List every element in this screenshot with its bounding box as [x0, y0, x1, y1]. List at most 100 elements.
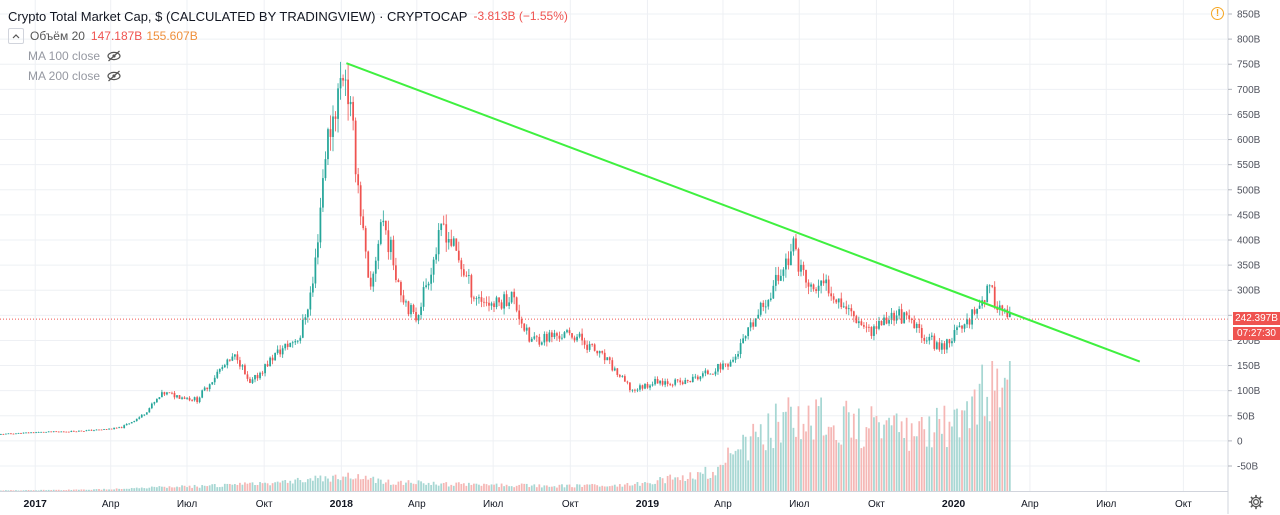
chevron-up-icon[interactable] — [8, 28, 24, 44]
volume-bar — [38, 490, 40, 491]
volume-bar — [767, 413, 769, 491]
volume-bar — [513, 487, 515, 491]
volume-bar — [647, 483, 649, 491]
ma200-label[interactable]: MA 200 close — [28, 69, 100, 83]
ma100-label[interactable]: MA 100 close — [28, 49, 100, 63]
volume-bar — [257, 485, 259, 491]
volume-bar — [289, 481, 291, 491]
volume-bar — [234, 484, 236, 491]
volume-bar — [126, 489, 128, 491]
candle-body — [866, 327, 868, 328]
candle-body — [38, 432, 40, 433]
volume-bar — [979, 384, 981, 491]
candle-body — [463, 269, 465, 275]
candle-body — [244, 365, 246, 374]
candle-body — [921, 328, 923, 338]
symbol-title[interactable]: Crypto Total Market Cap, $ (CALCULATED B… — [8, 9, 467, 24]
candle-body — [795, 238, 797, 249]
volume-bar — [413, 484, 415, 491]
gear-icon[interactable] — [1248, 494, 1264, 510]
candle-body — [964, 324, 966, 328]
candle-body — [775, 275, 777, 286]
candle-body — [287, 344, 289, 347]
volume-bar — [471, 485, 473, 491]
candle-body — [576, 337, 578, 341]
candle-body — [123, 425, 125, 428]
candle-body — [493, 303, 495, 307]
volume-bar — [287, 483, 289, 491]
x-tick-label: 2020 — [942, 498, 966, 510]
volume-bar — [282, 481, 284, 491]
volume-bar — [694, 479, 696, 491]
candle-body — [471, 275, 473, 297]
candle-body — [506, 294, 508, 306]
volume-bar — [186, 487, 188, 491]
candle-body — [282, 348, 284, 354]
candle-body — [664, 381, 666, 384]
candle-body — [438, 230, 440, 254]
eye-crossed-icon[interactable] — [106, 50, 122, 62]
volume-bar — [873, 417, 875, 491]
candle-body — [252, 379, 254, 383]
candle-body — [933, 336, 935, 349]
volume-bar — [201, 485, 203, 491]
candle-body — [883, 318, 885, 326]
eye-crossed-icon[interactable] — [106, 70, 122, 82]
candle-body — [159, 397, 161, 399]
volume-bar — [503, 486, 505, 491]
volume-bar — [350, 478, 352, 491]
candle-body — [818, 286, 820, 291]
candle-body — [274, 353, 276, 360]
volume-bar — [712, 472, 714, 491]
volume-bar — [752, 424, 754, 491]
candle-body — [820, 281, 822, 286]
candle-body — [214, 378, 216, 382]
volume-bar — [53, 490, 55, 491]
volume-bar — [327, 479, 329, 491]
volume-bar — [933, 432, 935, 491]
candle-body — [352, 102, 354, 121]
volume-bar — [853, 414, 855, 491]
volume-bar — [876, 416, 878, 491]
volume-bar — [891, 425, 893, 491]
volume-bar — [309, 478, 311, 491]
volume-bar — [43, 490, 45, 491]
volume-bar — [118, 489, 120, 491]
volume-bar — [166, 488, 168, 491]
volume-indicator-label[interactable]: Объём 20 — [30, 29, 85, 43]
candle-body — [538, 337, 540, 345]
candle-body — [269, 358, 271, 367]
volume-bar — [468, 483, 470, 491]
candle-body — [279, 350, 281, 355]
volume-bar — [559, 485, 561, 491]
candlesticks — [0, 62, 1228, 435]
volume-bar — [453, 486, 455, 491]
candle-body — [677, 380, 679, 381]
volume-bar — [304, 482, 306, 491]
candle-body — [403, 295, 405, 302]
volume-bar — [403, 485, 405, 491]
volume-bar — [926, 447, 928, 491]
volume-bar — [780, 443, 782, 491]
candle-body — [621, 376, 623, 377]
volume-bar — [1006, 380, 1008, 491]
volume-bar — [722, 465, 724, 491]
candle-body — [672, 385, 674, 386]
candle-body — [901, 309, 903, 323]
volume-bar — [611, 486, 613, 491]
candle-body — [317, 242, 319, 257]
candle-body — [586, 345, 588, 350]
candle-body — [254, 375, 256, 379]
candle-body — [297, 341, 299, 342]
volume-bar — [440, 484, 442, 491]
volume-bar — [637, 482, 639, 491]
volume-bar — [387, 480, 389, 491]
candle-body — [111, 429, 113, 430]
volume-bar — [795, 437, 797, 491]
candle-body — [986, 286, 988, 303]
volume-bar — [284, 480, 286, 491]
warning-icon[interactable]: ! — [1211, 7, 1224, 20]
volume-bar — [481, 486, 483, 491]
candle-body — [566, 330, 568, 332]
candle-body — [886, 318, 888, 324]
